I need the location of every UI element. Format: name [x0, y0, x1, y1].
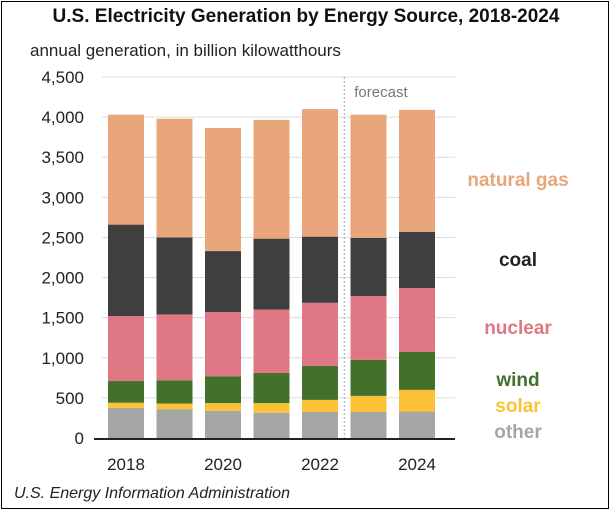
bar-segment-wind-2018 — [108, 381, 144, 403]
bar-segment-wind-2020 — [205, 376, 241, 404]
legend-label-natural-gas: natural gas — [467, 170, 568, 191]
bar-segment-nuclear-2021 — [253, 309, 290, 374]
bar-segment-wind-2019 — [156, 380, 193, 404]
y-tick-label: 2,000 — [41, 269, 84, 288]
bar-segment-natural-gas-2023 — [350, 114, 387, 238]
bar-segment-coal-2019 — [156, 237, 193, 315]
bar-segment-wind-2021 — [253, 373, 290, 404]
bar-segment-coal-2021 — [253, 238, 290, 310]
chart-title: U.S. Electricity Generation by Energy So… — [52, 6, 560, 27]
bar-segment-wind-2022 — [302, 365, 338, 400]
bar-segment-nuclear-2018 — [108, 316, 144, 382]
bar-segment-coal-2018 — [108, 224, 144, 317]
bar-segment-solar-2021 — [253, 403, 290, 413]
bar-segment-natural-gas-2024 — [399, 109, 435, 232]
y-axis-label: annual generation, in billion kilowattho… — [30, 41, 341, 60]
y-tick-label: 1,500 — [41, 309, 84, 328]
bar-segment-coal-2020 — [205, 251, 241, 313]
bar-segment-natural-gas-2018 — [108, 114, 144, 225]
bar-segment-coal-2022 — [302, 236, 338, 303]
x-tick-label: 2018 — [107, 455, 145, 474]
bar-segment-coal-2023 — [350, 237, 387, 297]
bar-segment-wind-2023 — [350, 359, 387, 396]
y-tick-label: 0 — [75, 429, 84, 448]
bar-segment-coal-2024 — [399, 231, 435, 288]
bar-segment-other-2022 — [302, 411, 338, 438]
legend-label-coal: coal — [499, 250, 537, 271]
bar-segment-other-2023 — [350, 411, 387, 438]
bar-segment-solar-2018 — [108, 402, 144, 408]
bar-segment-nuclear-2024 — [399, 287, 435, 352]
bar-segment-nuclear-2019 — [156, 314, 193, 381]
legend-label-nuclear: nuclear — [484, 318, 552, 339]
y-tick-label: 3,000 — [41, 188, 84, 207]
bar-segment-solar-2020 — [205, 403, 241, 411]
legend-label-solar: solar — [495, 396, 541, 417]
bar-segment-nuclear-2022 — [302, 302, 338, 366]
y-tick-label: 500 — [56, 389, 84, 408]
y-tick-label: 1,000 — [41, 349, 84, 368]
x-tick-label: 2022 — [301, 455, 339, 474]
bar-segment-other-2020 — [205, 410, 241, 438]
y-tick-label: 3,500 — [41, 148, 84, 167]
forecast-label: forecast — [354, 84, 408, 101]
bar-segment-natural-gas-2020 — [205, 127, 241, 252]
x-tick-label: 2024 — [398, 455, 436, 474]
bar-segment-other-2024 — [399, 411, 435, 438]
bar-segment-wind-2024 — [399, 351, 435, 390]
bar-segment-solar-2022 — [302, 399, 338, 412]
x-tick-label: 2020 — [204, 455, 242, 474]
bar-segment-other-2018 — [108, 407, 144, 438]
bar-segment-nuclear-2020 — [205, 312, 241, 377]
bar-segment-natural-gas-2022 — [302, 109, 338, 237]
bar-segment-solar-2024 — [399, 389, 435, 412]
legend-label-other: other — [494, 422, 542, 443]
bar-segment-solar-2019 — [156, 403, 193, 410]
y-tick-label: 4,500 — [41, 68, 84, 87]
y-tick-label: 2,500 — [41, 228, 84, 247]
y-tick-label: 4,000 — [41, 108, 84, 127]
bar-segment-solar-2023 — [350, 395, 387, 412]
bar-segment-natural-gas-2019 — [156, 118, 193, 238]
source-note: U.S. Energy Information Administration — [14, 485, 290, 502]
bar-segment-other-2021 — [253, 412, 290, 438]
bar-segment-other-2019 — [156, 409, 193, 438]
legend-label-wind: wind — [495, 370, 539, 391]
bar-segment-natural-gas-2021 — [253, 119, 290, 239]
bar-segment-nuclear-2023 — [350, 296, 387, 360]
